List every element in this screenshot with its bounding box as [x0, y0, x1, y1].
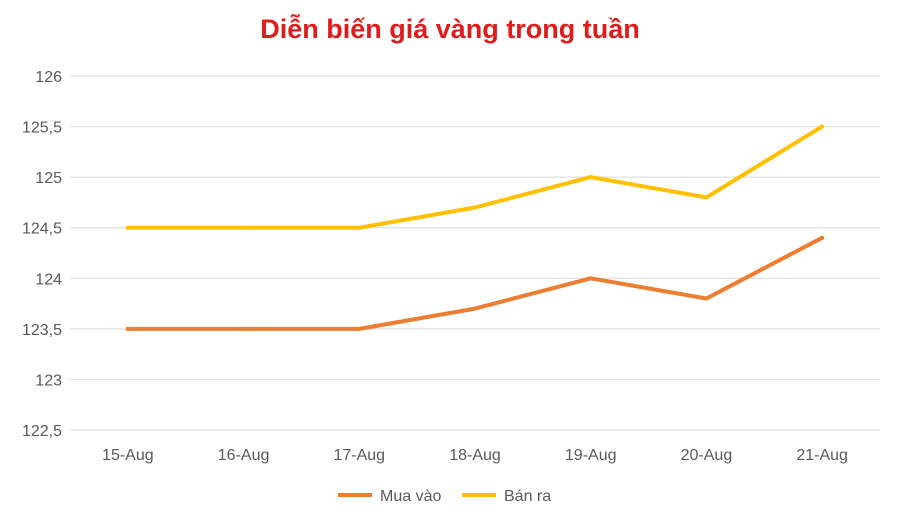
y-tick-label: 122,5 — [22, 423, 62, 440]
series-line-0 — [125, 235, 825, 331]
y-tick-label: 125 — [35, 170, 62, 187]
data-point — [473, 306, 477, 311]
y-tick-label: 123,5 — [22, 322, 62, 339]
data-point — [357, 326, 362, 331]
data-point — [588, 276, 593, 281]
series-lines — [125, 124, 825, 331]
data-point — [820, 124, 825, 129]
y-tick-label: 123 — [35, 372, 62, 389]
gridlines — [70, 75, 880, 431]
data-point — [357, 225, 362, 230]
x-tick-label: 15-Aug — [102, 447, 154, 464]
x-tick-label: 19-Aug — [565, 447, 617, 464]
data-point — [820, 235, 825, 240]
legend-label: Mua vào — [380, 488, 441, 505]
x-axis-ticks: 15-Aug 16-Aug 17-Aug 18-Aug 19-Aug 20-Aug 21-A… — [102, 447, 848, 464]
y-tick-label: 126 — [35, 69, 62, 86]
data-point — [704, 296, 709, 301]
data-point — [241, 326, 246, 331]
x-tick-label: 20-Aug — [681, 447, 733, 464]
data-point — [588, 175, 593, 180]
chart-title: Diễn biến giá vàng trong tuần — [260, 14, 640, 44]
y-tick-label: 125,5 — [22, 120, 62, 137]
data-point — [473, 205, 477, 210]
legend: Mua vào Bán ra — [338, 488, 551, 505]
legend-label: Bán ra — [504, 488, 551, 505]
x-tick-label: 16-Aug — [218, 447, 270, 464]
data-point — [241, 225, 246, 230]
y-tick-label: 124 — [35, 271, 62, 288]
data-point — [125, 326, 130, 331]
x-tick-label: 18-Aug — [449, 447, 501, 464]
x-tick-label: 21-Aug — [796, 447, 848, 464]
y-tick-label: 124,5 — [22, 221, 62, 238]
x-tick-label: 17-Aug — [333, 447, 385, 464]
data-point — [125, 225, 130, 230]
y-axis-ticks: 122,5 123 123,5 124 124,5 125 125,5 126 — [22, 69, 62, 440]
data-point — [704, 195, 709, 200]
